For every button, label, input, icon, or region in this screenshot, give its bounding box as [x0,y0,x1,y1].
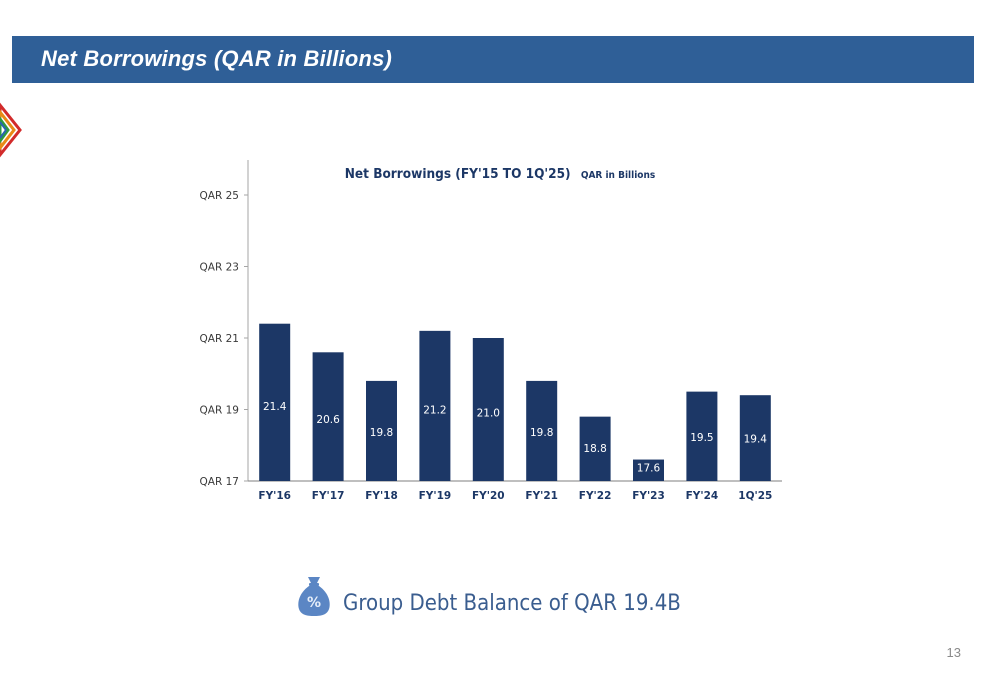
data-label: 19.5 [690,432,713,444]
chart-title: Net Borrowings (FY'15 TO 1Q'25) QAR in B… [345,166,655,182]
data-label: 19.8 [530,427,553,439]
x-tick-label: FY'23 [632,490,665,502]
logo-icon [0,102,22,158]
bar [686,391,718,481]
chart-title-main: Net Borrowings (FY'15 TO 1Q'25) [345,166,571,182]
chart-subtitle: QAR in Billions [581,170,655,181]
data-label: 21.0 [477,408,500,420]
x-tick-label: FY'18 [365,490,398,502]
data-label: 21.2 [423,404,446,416]
x-tick-label: FY'24 [686,490,719,502]
data-label: 19.8 [370,427,393,439]
y-tick-label: QAR 25 [200,190,239,202]
x-tick-label: 1Q'25 [738,490,772,502]
bar [579,416,611,481]
y-tick-label: QAR 19 [200,405,239,417]
data-label: 21.4 [263,401,287,413]
x-tick-label: FY'22 [579,490,612,502]
x-tick-label: FY'16 [258,490,291,502]
y-tick-label: QAR 17 [200,476,239,488]
page-title: Net Borrowings (QAR in Billions) [41,46,393,71]
debt-balance-callout: Group Debt Balance of QAR 19.4B [343,591,681,616]
svg-text:%: % [307,595,321,611]
data-label: 19.4 [744,433,768,445]
header-bar: Net Borrowings (QAR in Billions) [12,36,974,83]
bar [366,380,397,481]
data-label: 18.8 [583,443,606,455]
bar [259,323,291,481]
bar [633,459,664,481]
bar [312,352,344,481]
x-tick-label: FY'19 [419,490,452,502]
bar [526,380,558,481]
data-label: 20.6 [316,414,340,426]
page-number: 13 [946,645,961,660]
money-bag-percent-icon: % [298,577,330,616]
x-tick-label: FY'21 [525,490,558,502]
bar [739,395,771,481]
x-tick-label: FY'20 [472,490,505,502]
bar [419,330,451,481]
y-tick-label: QAR 21 [200,333,239,345]
data-label: 17.6 [637,462,661,474]
x-tick-label: FY'17 [312,490,345,502]
y-tick-label: QAR 23 [200,262,239,274]
bar [472,338,504,481]
